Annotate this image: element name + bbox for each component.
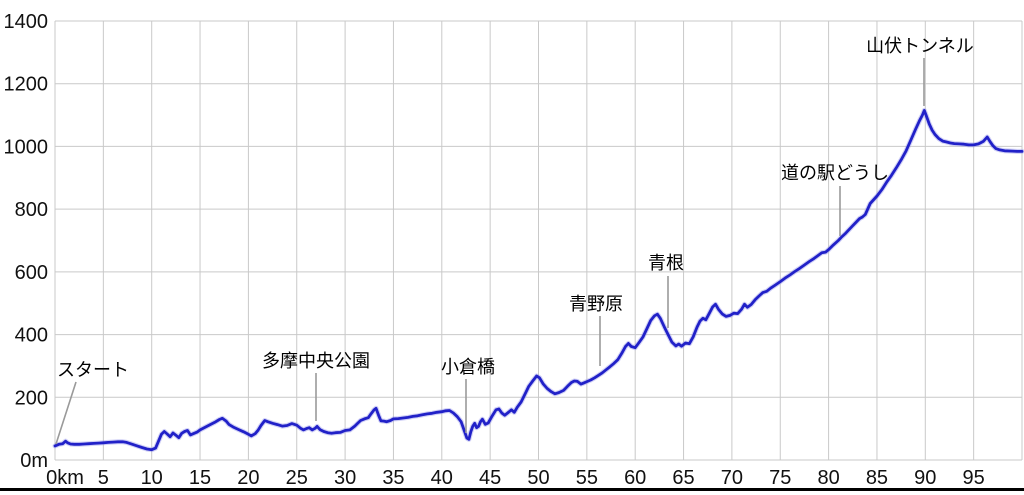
elevation-line-layer <box>52 107 1024 453</box>
y-tick-label: 600 <box>15 262 48 284</box>
y-tick-label: 800 <box>15 199 48 221</box>
x-tick-label: 90 <box>914 467 936 489</box>
elevation-line <box>53 109 1024 452</box>
annotation-label: 青野原 <box>569 294 623 314</box>
annotation-label: スタート <box>57 360 129 380</box>
y-tick-label: 0m <box>20 450 48 472</box>
bottom-edge-line <box>0 488 1024 491</box>
y-tick-label: 200 <box>15 387 48 409</box>
x-tick-label: 0km <box>46 467 84 489</box>
x-tick-label: 40 <box>431 467 453 489</box>
x-tick-label: 25 <box>286 467 308 489</box>
annotation-pointer-line <box>55 381 77 445</box>
x-tick-label: 70 <box>721 467 743 489</box>
gridlines <box>54 20 1023 461</box>
x-tick-label: 55 <box>576 467 598 489</box>
x-tick-label: 75 <box>769 467 791 489</box>
x-tick-label: 5 <box>98 467 109 489</box>
y-tick-label: 1400 <box>4 11 49 33</box>
annotation-label: 青根 <box>648 253 684 273</box>
annotation-label: 多摩中央公園 <box>262 351 370 371</box>
x-tick-label: 50 <box>527 467 549 489</box>
x-tick-label: 45 <box>479 467 501 489</box>
axis-tick-labels: 0km 5 10 15 20 25 30 35 40 45 50 55 60 65 70 75 80 85 90 95… <box>4 11 985 489</box>
annotations-layer: スタート 多摩中央公園 小倉橋 青野原 青根 道の駅どうし 山伏トンネル <box>55 36 974 445</box>
annotation-label: 小倉橋 <box>441 357 495 377</box>
x-tick-label: 35 <box>382 467 404 489</box>
x-tick-label: 80 <box>817 467 839 489</box>
x-tick-label: 60 <box>624 467 646 489</box>
x-tick-label: 15 <box>189 467 211 489</box>
x-tick-label: 10 <box>141 467 163 489</box>
y-tick-label: 1000 <box>4 136 49 158</box>
y-tick-label: 1200 <box>4 74 49 96</box>
annotation-label: 道の駅どうし <box>781 163 889 183</box>
x-tick-label: 95 <box>963 467 985 489</box>
y-tick-label: 400 <box>15 325 48 347</box>
x-tick-label: 20 <box>237 467 259 489</box>
x-tick-label: 85 <box>866 467 888 489</box>
annotation-label: 山伏トンネル <box>866 36 974 56</box>
x-tick-label: 65 <box>672 467 694 489</box>
x-tick-label: 30 <box>334 467 356 489</box>
